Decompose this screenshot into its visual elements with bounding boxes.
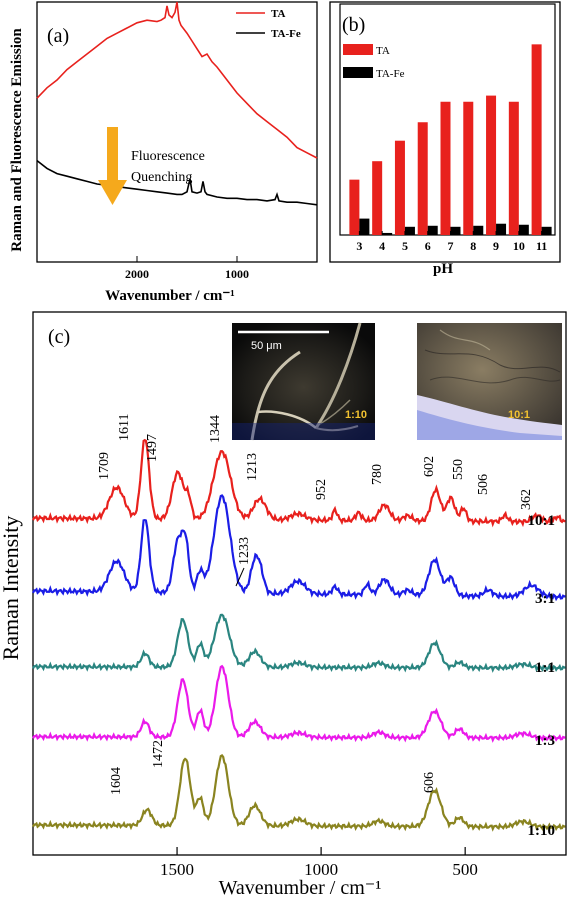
panel-a-label: (a) xyxy=(47,25,69,47)
panel-a-y-axis-title: Raman and Fluorescence Emission xyxy=(9,28,25,252)
x-tick-label: 10 xyxy=(513,239,525,253)
panel-a: (a) 2000 1000 TA TA-Fe Fluorescence Quenc… xyxy=(9,1,318,304)
bar-ta xyxy=(349,179,360,235)
peak-label-606: 606 xyxy=(422,772,437,793)
peak-label-1344: 1344 xyxy=(208,415,223,443)
series-label-1-10: 1:10 xyxy=(528,823,556,839)
bar-ta-fe xyxy=(404,226,415,235)
panel-c-frame xyxy=(32,311,567,856)
x-tick-label: 11 xyxy=(536,239,547,253)
panel-b-bars xyxy=(349,44,552,235)
bar-ta-fe xyxy=(359,218,370,235)
panel-c-y-axis-title: Raman Intensity xyxy=(0,516,23,661)
series-line-ta-fe xyxy=(36,159,318,206)
panel-c-peak-labels: 1709 1611 1497 1344 1213 952 780 602 550 506 362 12… xyxy=(97,414,534,795)
bar-ta-fe xyxy=(518,224,529,235)
spectrum-line-1-10 xyxy=(32,753,566,832)
bar-ta xyxy=(394,140,405,235)
x-tick-label: 3 xyxy=(356,239,362,253)
bar-ta xyxy=(531,44,542,235)
legend-swatch-ta-fe xyxy=(343,67,373,78)
panel-a-x-axis-title: Wavenumber / cm⁻¹ xyxy=(105,288,235,304)
peak-label-1604: 1604 xyxy=(109,767,124,795)
series-label-3-1: 3:1 xyxy=(535,591,555,607)
peak-pointer-1233 xyxy=(235,567,245,587)
legend-label-ta: TA xyxy=(376,45,390,57)
legend-label-ta-fe: TA-Fe xyxy=(376,68,405,80)
bar-ta-fe xyxy=(450,226,461,235)
series-line-ta xyxy=(36,1,318,159)
panel-c-x-axis-title: Wavenumber / cm⁻¹ xyxy=(219,877,382,899)
bar-ta xyxy=(417,122,428,235)
x-tick-label: 2000 xyxy=(125,267,149,281)
peak-label-1472: 1472 xyxy=(151,740,166,768)
peak-label-1213: 1213 xyxy=(245,453,260,481)
x-tick-label: 9 xyxy=(493,239,499,253)
legend-label-ta-fe: TA-Fe xyxy=(271,28,301,40)
panel-b-outer-frame xyxy=(329,1,561,263)
inset-image-1-10: 50 μm 1:10 xyxy=(232,322,375,441)
x-tick-label: 7 xyxy=(448,239,454,253)
series-label-1-1: 1:1 xyxy=(535,660,555,676)
x-tick-label: 1000 xyxy=(225,267,249,281)
x-tick-label: 5 xyxy=(402,239,408,253)
x-tick-label: 1500 xyxy=(160,860,194,879)
panel-b-x-ticks: 3 4 5 6 7 8 9 10 11 xyxy=(356,231,547,253)
panel-c-ratio-labels: 10:1 3:1 1:1 1:3 1:10 xyxy=(528,513,556,839)
x-tick-label: 500 xyxy=(452,860,478,879)
panel-a-frame xyxy=(36,1,318,263)
annotation-fluorescence: Fluorescence xyxy=(131,149,205,164)
spectrum-line-3-1 xyxy=(32,494,566,602)
bar-ta xyxy=(372,161,383,235)
bar-ta xyxy=(463,101,474,235)
x-tick-label: 6 xyxy=(425,239,431,253)
inset-right-label: 10:1 xyxy=(508,409,530,421)
scale-bar-label: 50 μm xyxy=(251,340,282,352)
quenching-arrow-icon xyxy=(98,127,127,205)
x-tick-label: 1000 xyxy=(304,860,338,879)
peak-label-550: 550 xyxy=(451,459,466,480)
bar-ta xyxy=(440,101,451,235)
spectrum-line-1-1 xyxy=(32,613,566,673)
legend-label-ta: TA xyxy=(271,8,286,20)
peak-label-1709: 1709 xyxy=(97,452,112,480)
spectrum-line-10-1 xyxy=(32,438,566,528)
panel-c: (c) 1500 1000 500 10:1 3:1 1:1 1:3 1:10 1709 16… xyxy=(0,311,567,899)
panel-a-x-ticks: 2000 1000 xyxy=(125,256,249,281)
peak-label-362: 362 xyxy=(519,489,534,510)
bar-ta-fe xyxy=(382,232,393,235)
panel-c-x-ticks: 1500 1000 500 xyxy=(160,847,478,879)
panel-c-spectra xyxy=(32,438,566,832)
peak-label-780: 780 xyxy=(370,464,385,485)
peak-label-1497: 1497 xyxy=(145,434,160,462)
peak-label-1233: 1233 xyxy=(237,537,252,565)
x-tick-label: 4 xyxy=(379,239,385,253)
annotation-quenching: Quenching xyxy=(131,170,192,185)
peak-label-952: 952 xyxy=(314,479,329,500)
series-label-10-1: 10:1 xyxy=(528,513,556,529)
peak-label-602: 602 xyxy=(422,456,437,477)
peak-label-506: 506 xyxy=(476,474,491,495)
bar-ta-fe xyxy=(541,226,552,235)
bar-ta xyxy=(508,101,519,235)
inset-left-label: 1:10 xyxy=(345,409,367,421)
x-tick-label: 8 xyxy=(470,239,476,253)
series-label-1-3: 1:3 xyxy=(535,733,555,749)
panel-b-x-axis-title: pH xyxy=(433,261,453,277)
legend-swatch-ta xyxy=(343,44,373,55)
panel-c-label: (c) xyxy=(48,326,70,348)
inset-image-10-1: 10:1 xyxy=(417,323,562,440)
panel-b: (b) TA TA-Fe 3 4 5 6 7 8 9 10 11 pH xyxy=(329,1,561,277)
panel-b-label: (b) xyxy=(342,14,365,36)
peak-label-1611: 1611 xyxy=(117,414,132,441)
spectrum-line-1-3 xyxy=(32,664,566,743)
bar-ta-fe xyxy=(496,223,507,235)
bar-ta xyxy=(486,95,497,235)
bar-ta-fe xyxy=(473,225,484,235)
bar-ta-fe xyxy=(427,225,438,235)
